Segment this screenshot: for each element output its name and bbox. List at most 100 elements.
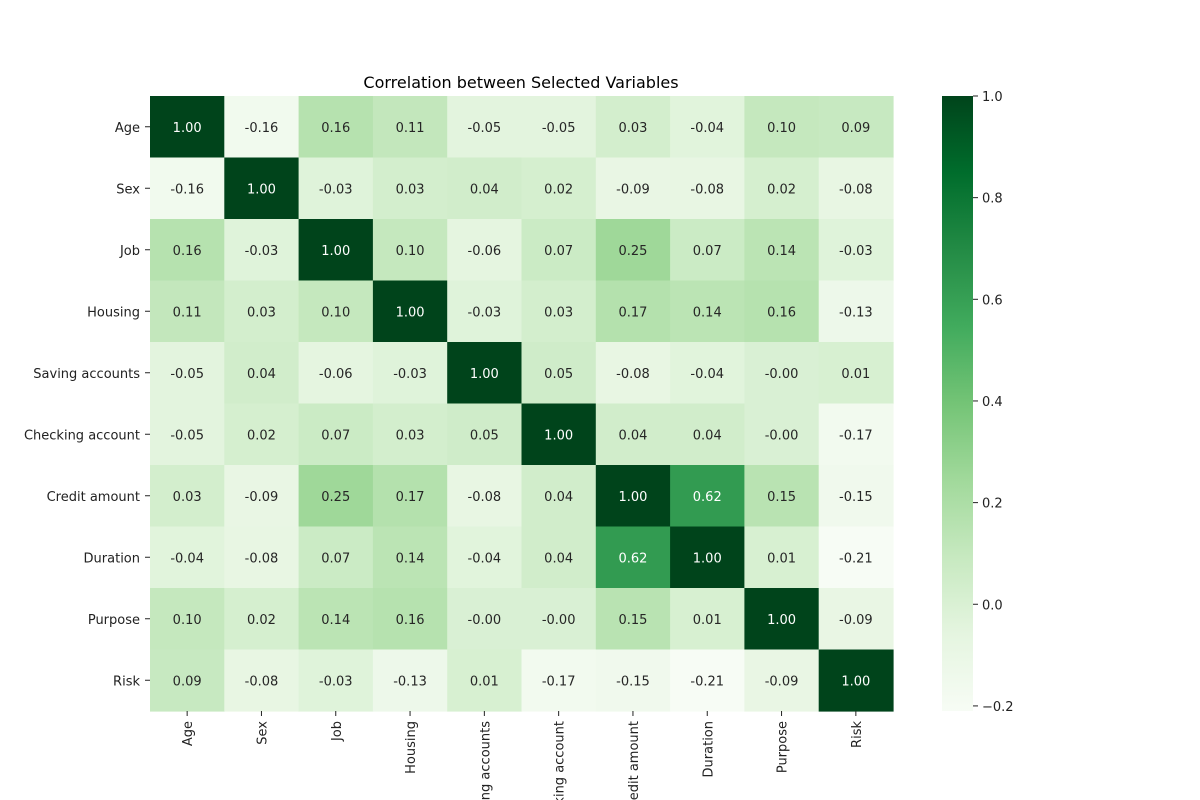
heatmap-cell [224,403,300,466]
cell-value-label: 1.00 [693,551,722,566]
row-label: Job [119,244,140,259]
cell-value-label: -0.08 [616,367,650,382]
cell-value-label: 0.14 [396,551,425,566]
cell-value-label: -0.09 [245,490,279,505]
cell-value-label: 0.09 [841,121,870,136]
row-label: Saving accounts [33,367,140,382]
cell-value-label: -0.09 [839,613,873,628]
cell-value-label: 0.07 [544,244,573,259]
cell-value-label: 0.05 [470,428,499,443]
cell-value-label: 0.17 [618,305,647,320]
heatmap-cell [150,342,225,405]
cell-value-label: 0.03 [396,428,425,443]
heatmap-cell [744,526,820,589]
cell-value-label: 0.14 [321,613,350,628]
heatmap-cell [224,219,300,282]
heatmap-cell [670,219,745,282]
heatmap-cell [521,342,597,405]
cell-value-label: 0.10 [173,613,202,628]
heatmap-cell [298,96,374,159]
cell-value-label: 1.00 [618,490,647,505]
column-label: Risk [850,721,865,748]
heatmap-cell [447,649,523,712]
heatmap-cell [372,96,448,159]
cell-value-label: 0.01 [470,674,499,689]
cell-value-label: 0.11 [396,121,425,136]
heatmap-cell [150,157,225,220]
heatmap-cell [595,465,671,528]
heatmap-cell [521,403,597,466]
heatmap-cell [150,403,225,466]
cell-value-label: 0.25 [618,244,647,259]
heatmap-cell [521,588,597,651]
cell-value-label: 0.09 [173,674,202,689]
cell-value-label: 0.10 [767,121,796,136]
cell-value-label: 0.15 [767,490,796,505]
cell-value-label: -0.16 [245,121,279,136]
heatmap-cell [447,403,523,466]
heatmap-cell [372,403,448,466]
cell-value-label: 0.01 [841,367,870,382]
cell-value-label: -0.17 [839,428,873,443]
heatmap-cell [224,649,300,712]
colorbar-gradient [942,96,973,711]
heatmap-cell [521,96,597,159]
row-label: Purpose [88,613,140,628]
row-label: Housing [87,305,140,320]
cell-value-label: 0.07 [693,244,722,259]
heatmap-cell [670,465,745,528]
heatmap-cell [447,342,523,405]
cell-value-label: -0.08 [839,182,873,197]
cell-value-label: 0.14 [767,244,796,259]
cell-value-label: 0.04 [544,551,573,566]
cell-value-label: 0.07 [321,551,350,566]
heatmap-cell [818,588,894,651]
cell-value-label: -0.15 [616,674,650,689]
heatmap-cell [224,588,300,651]
cell-value-label: -0.03 [245,244,279,259]
cell-value-label: -0.21 [839,551,873,566]
cell-value-label: -0.06 [319,367,353,382]
heatmap-cell [298,403,374,466]
colorbar-tick-label: 1.0 [982,90,1003,105]
cell-value-label: 0.07 [321,428,350,443]
heatmap-cell [595,342,671,405]
heatmap-cell [521,465,597,528]
cell-value-label: 1.00 [767,613,796,628]
cell-value-label: 0.25 [321,490,350,505]
heatmap-cell [372,465,448,528]
heatmap-cell [447,526,523,589]
cell-value-label: -0.13 [393,674,427,689]
heatmap-cell [818,403,894,466]
cell-value-label: -0.03 [839,244,873,259]
cell-value-label: 0.62 [618,551,647,566]
column-label: Saving accounts [478,721,493,800]
cell-value-label: 0.02 [767,182,796,197]
heatmap-cell [372,588,448,651]
cell-value-label: 0.04 [618,428,647,443]
cell-value-label: -0.09 [616,182,650,197]
cell-value-label: 0.14 [693,305,722,320]
colorbar-tick-label: 0.6 [982,293,1003,308]
heatmap-cell [595,157,671,220]
heatmap-cell [670,588,745,651]
colorbar-tick-label: 0.0 [982,598,1003,613]
heatmap-cell [150,465,225,528]
cell-value-label: -0.08 [245,551,279,566]
cell-value-label: -0.04 [468,551,502,566]
heatmap-cell [595,588,671,651]
row-label: Credit amount [47,490,140,505]
heatmap-cell [744,588,820,651]
colorbar-tick-label: 0.8 [982,192,1003,207]
cell-value-label: 0.16 [767,305,796,320]
heatmap-cell [224,96,300,159]
heatmap-cell [224,280,300,343]
cell-value-label: 0.01 [767,551,796,566]
heatmap-cell [372,219,448,282]
heatmap-cell [447,465,523,528]
cell-value-label: 1.00 [173,121,202,136]
heatmap-cell [372,280,448,343]
heatmap-cell [670,157,745,220]
heatmap-cell [150,588,225,651]
